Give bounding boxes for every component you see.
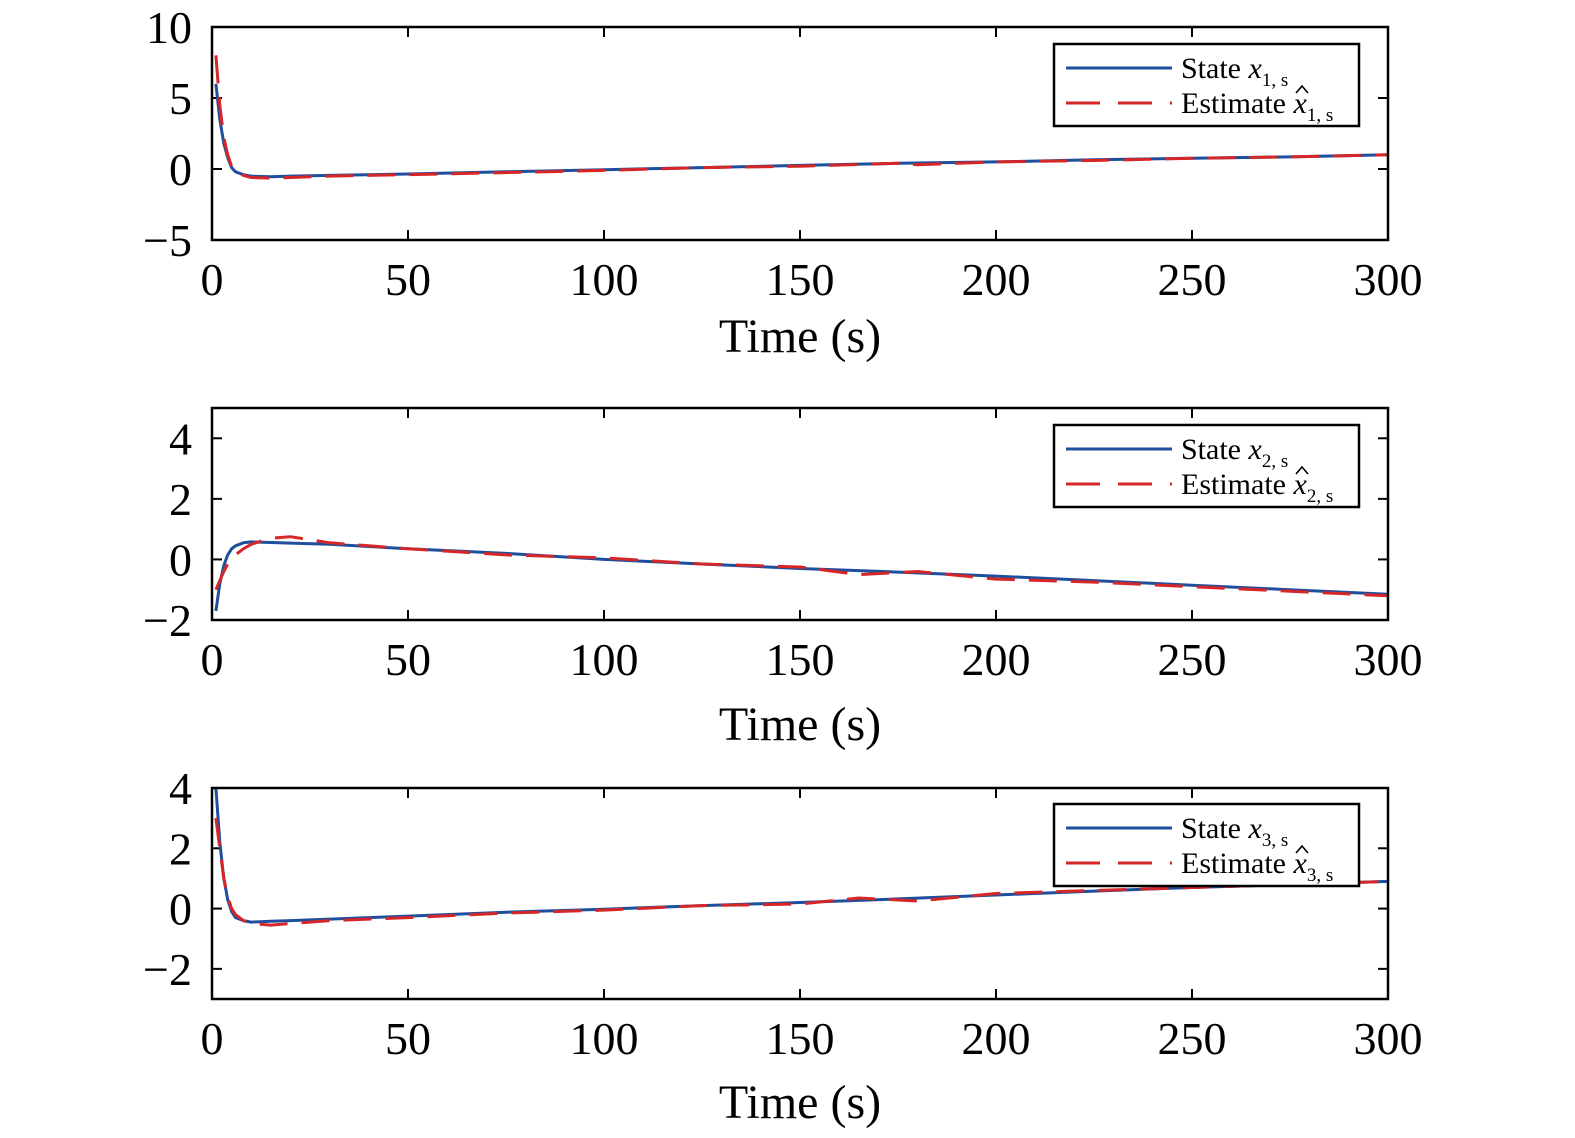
x-tick-label: 0	[201, 1013, 224, 1064]
y-tick-label: 2	[169, 823, 192, 874]
x-tick-label: 50	[385, 1013, 431, 1064]
state-series-line	[214, 540, 1388, 612]
hat-accent-icon	[1295, 84, 1309, 94]
axes-box	[210, 786, 1390, 1001]
x-tick-label: 50	[385, 634, 431, 685]
legend-entry-prefix: State	[1181, 52, 1249, 85]
legend-box	[1052, 42, 1361, 128]
x-tick-label: 200	[962, 254, 1031, 305]
x-tick-label: 200	[962, 1013, 1031, 1064]
hat-accent-icon	[1295, 465, 1309, 475]
legend-entry-subscript: 1, s	[1307, 105, 1333, 126]
legend-entry-prefix: State	[1181, 812, 1249, 845]
legend-entry-prefix: Estimate	[1181, 87, 1293, 120]
x-tick-label: 250	[1158, 254, 1227, 305]
y-tick-label: −2	[143, 944, 192, 995]
legend-box	[1052, 423, 1361, 509]
y-tick-label: 2	[169, 474, 192, 525]
y-tick-label: −2	[143, 595, 192, 646]
legend-entry-prefix: State	[1181, 433, 1249, 466]
axes-box	[210, 25, 1390, 242]
legend-entry-text: State x1, s	[1181, 52, 1288, 91]
x-tick-label: 100	[570, 1013, 639, 1064]
x-tick-label: 100	[570, 634, 639, 685]
legend-entry-subscript: 2, s	[1307, 486, 1333, 507]
y-tick-label: −5	[143, 215, 192, 266]
y-tick-label: 4	[169, 763, 192, 814]
legend-box	[1052, 802, 1361, 888]
legend-entry-text: Estimate x3, s	[1181, 847, 1333, 886]
x-tick-label: 150	[766, 254, 835, 305]
legend-entry-text: State x2, s	[1181, 433, 1288, 472]
legend-entry-text: State x3, s	[1181, 812, 1288, 851]
legend-entry-variable: x	[1248, 433, 1263, 466]
x-axis-label: Time (s)	[719, 698, 881, 751]
y-tick-label: 0	[169, 534, 192, 585]
x-axis-label: Time (s)	[719, 310, 881, 363]
estimate-series-line	[214, 817, 1388, 927]
legend-entry-variable: x	[1292, 847, 1307, 880]
x-tick-label: 250	[1158, 1013, 1227, 1064]
hat-accent-icon	[1295, 844, 1309, 854]
x-tick-label: 250	[1158, 634, 1227, 685]
y-tick-label: 0	[169, 884, 192, 935]
legend-entry-text: Estimate x2, s	[1181, 468, 1333, 507]
legend-entry-subscript: 3, s	[1262, 830, 1288, 851]
x-tick-label: 200	[962, 634, 1031, 685]
x-tick-label: 300	[1354, 1013, 1423, 1064]
legend-entry-variable: x	[1248, 52, 1263, 85]
legend-entry-variable: x	[1248, 812, 1263, 845]
legend-entry-variable: x	[1292, 468, 1307, 501]
x-tick-label: 150	[766, 1013, 835, 1064]
estimate-series-line	[214, 535, 1388, 598]
x-tick-label: 300	[1354, 254, 1423, 305]
legend-entry-text: Estimate x1, s	[1181, 87, 1333, 126]
x-axis-label: Time (s)	[719, 1076, 881, 1129]
x-tick-label: 0	[201, 254, 224, 305]
axes-box	[210, 406, 1390, 622]
estimate-series-line	[214, 55, 1388, 180]
x-tick-label: 50	[385, 254, 431, 305]
legend-entry-subscript: 3, s	[1307, 865, 1333, 886]
legend-entry-subscript: 2, s	[1262, 451, 1288, 472]
x-tick-label: 300	[1354, 634, 1423, 685]
legend-entry-prefix: Estimate	[1181, 847, 1293, 880]
y-tick-label: 4	[169, 413, 192, 464]
x-tick-label: 0	[201, 634, 224, 685]
y-tick-label: 5	[169, 73, 192, 124]
legend-entry-prefix: Estimate	[1181, 468, 1293, 501]
x-tick-label: 150	[766, 634, 835, 685]
legend-entry-subscript: 1, s	[1262, 70, 1288, 91]
y-tick-label: 0	[169, 144, 192, 195]
x-tick-label: 100	[570, 254, 639, 305]
legend-entry-variable: x	[1292, 87, 1307, 120]
y-tick-label: 10	[146, 2, 192, 53]
